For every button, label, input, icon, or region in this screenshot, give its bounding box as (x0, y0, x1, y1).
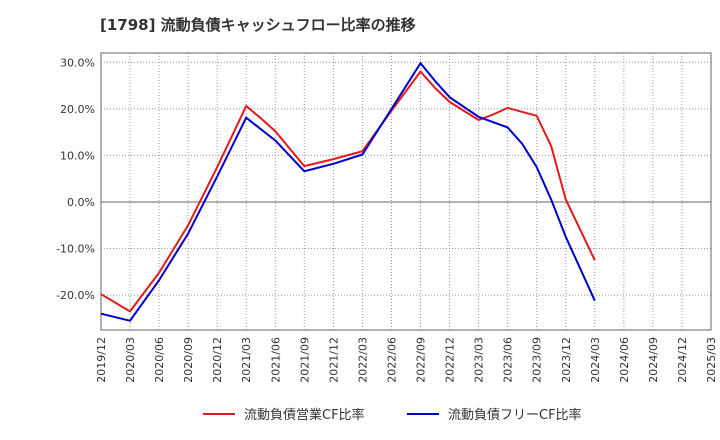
y-tick-label: -20.0% (56, 289, 95, 302)
x-tick-label: 2019/12 (95, 337, 108, 383)
x-tick-label: 2022/03 (356, 337, 369, 383)
legend-label-2: 流動負債フリーCF比率 (448, 407, 582, 423)
x-tick-label: 2025/03 (705, 337, 718, 383)
x-tick-label: 2024/03 (589, 337, 602, 383)
x-tick-label: 2021/12 (327, 337, 340, 383)
x-tick-label: 2021/03 (240, 337, 253, 383)
x-tick-label: 2024/12 (676, 337, 689, 383)
x-tick-label: 2023/06 (502, 337, 515, 383)
x-tick-label: 2022/12 (444, 337, 457, 383)
y-tick-label: 30.0% (60, 56, 95, 69)
x-tick-label: 2024/06 (618, 337, 631, 383)
x-tick-label: 2021/06 (269, 337, 282, 383)
x-tick-label: 2021/09 (298, 337, 311, 383)
legend-label-1: 流動負債営業CF比率 (244, 407, 365, 423)
x-tick-label: 2020/03 (124, 337, 137, 383)
series-line-2 (100, 61, 596, 322)
x-tick-label: 2024/09 (647, 337, 660, 383)
chart-title: [1798] 流動負債キャッシュフロー比率の推移 (100, 16, 416, 34)
x-tick-label: 2020/09 (182, 337, 195, 383)
y-tick-label: 0.0% (67, 196, 95, 209)
plot-area (101, 53, 711, 330)
plot-border (100, 52, 712, 331)
y-tick-label: 20.0% (60, 103, 95, 116)
x-tick-label: 2023/12 (560, 337, 573, 383)
y-tick-label: -10.0% (56, 243, 95, 256)
y-tick-label: 10.0% (60, 149, 95, 162)
x-tick-label: 2022/06 (385, 337, 398, 383)
x-tick-label: 2020/12 (211, 337, 224, 383)
x-tick-label: 2023/09 (531, 337, 544, 383)
x-tick-label: 2022/09 (415, 337, 428, 383)
x-tick-label: 2023/03 (473, 337, 486, 383)
x-tick-label: 2020/06 (153, 337, 166, 383)
